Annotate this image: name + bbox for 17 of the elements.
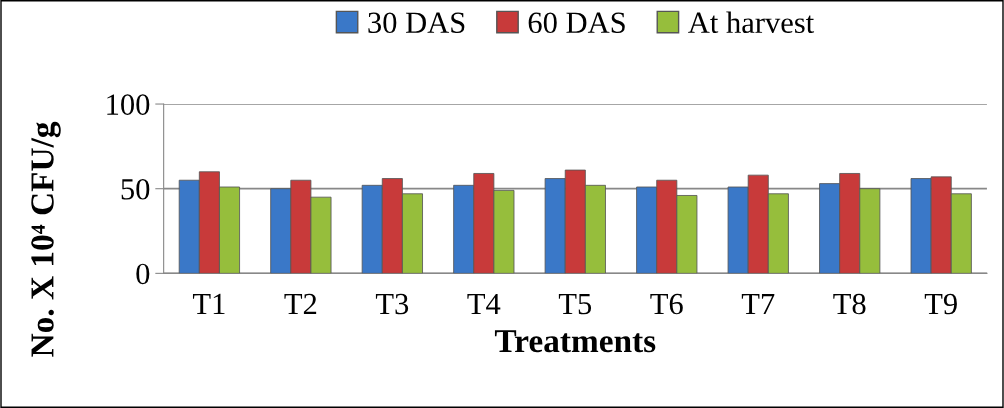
y-tick-label: 50 — [121, 178, 150, 200]
legend-label: At harvest — [688, 11, 815, 34]
y-tick-label: 0 — [136, 263, 150, 285]
x-tick-label: T7 — [741, 294, 775, 315]
x-tick-label: T5 — [558, 294, 592, 315]
y-tick-label: 100 — [107, 94, 150, 115]
x-tick-label: T8 — [833, 293, 866, 315]
x-tick-label: T6 — [650, 293, 683, 315]
legend-label: 30 DAS — [368, 12, 465, 34]
x-tick-label: T2 — [284, 293, 317, 315]
legend-label: 60 DAS — [528, 12, 625, 34]
y-axis-title: No. X 10⁴ CFU/g — [31, 121, 61, 357]
x-tick-label: T4 — [467, 293, 501, 315]
x-tick-label: T1 — [192, 293, 225, 315]
x-axis-title: Treatments — [494, 330, 656, 353]
x-tick-label: T3 — [375, 293, 409, 315]
x-tick-label: T9 — [924, 293, 957, 315]
